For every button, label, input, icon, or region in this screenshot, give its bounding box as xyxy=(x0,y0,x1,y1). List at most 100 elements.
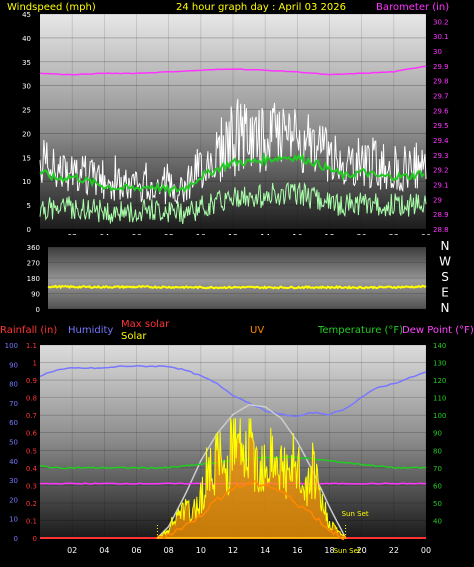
humidity-tick-label: 20 xyxy=(9,496,18,504)
windspeed-series xyxy=(39,181,427,225)
direction-tick-label: 90 xyxy=(31,291,40,299)
sun-set-tick-label: Sun Set xyxy=(334,547,361,555)
barometer-tick-label: 29.9 xyxy=(433,63,449,71)
direction-tick-label: 0 xyxy=(36,306,40,314)
rain-tick-label: 0.3 xyxy=(26,482,37,490)
direction-tick-label: 270 xyxy=(27,260,40,268)
wind-axis-label: Windspeed (mph) xyxy=(7,2,96,13)
legend-temperature: Temperature (°F) xyxy=(317,325,403,336)
climate-x-tick-label: 20 xyxy=(357,546,367,555)
temperature-tick-label: 130 xyxy=(433,360,446,368)
barometer-axis-label: Barometer (in) xyxy=(376,2,449,13)
humidity-tick-label: 70 xyxy=(9,400,18,408)
rain-tick-label: 0.4 xyxy=(26,465,38,473)
barometer-tick-label: 29.1 xyxy=(433,182,449,190)
climate-x-tick-label: 14 xyxy=(260,546,270,555)
legend-uv: UV xyxy=(250,325,264,336)
humidity-series xyxy=(39,364,427,418)
uv-series xyxy=(157,480,347,541)
climate-x-tick-label: 02 xyxy=(67,546,77,555)
wind-tick-label: 0 xyxy=(27,226,31,234)
barometer-tick-label: 30.2 xyxy=(433,18,449,26)
gust-series xyxy=(39,98,427,205)
rain-tick-label: 0.7 xyxy=(26,412,37,420)
barometer-tick-label: 29.7 xyxy=(433,93,449,101)
barometer-tick-label: 29.2 xyxy=(433,167,449,175)
wind-tick-label: 15 xyxy=(22,154,31,162)
wind-tick-label: 45 xyxy=(22,11,31,19)
wind-tick-label: 10 xyxy=(22,178,31,186)
humidity-tick-label: 30 xyxy=(9,477,18,485)
climate-x-tick-label: 08 xyxy=(164,546,174,555)
temperature-tick-label: 90 xyxy=(433,430,442,438)
barometer-tick-label: 29.3 xyxy=(433,152,449,160)
temperature-tick-label: 40 xyxy=(433,517,442,525)
climate-x-tick-label: 12 xyxy=(228,546,238,555)
barometer-tick-label: 29 xyxy=(433,196,442,204)
sun-set-label: Sun Set xyxy=(342,510,369,518)
climate-x-tick-label: 04 xyxy=(99,546,109,555)
compass-label: S xyxy=(441,270,449,284)
direction-tick-label: 360 xyxy=(27,244,40,252)
barometer-tick-label: 30 xyxy=(433,48,442,56)
wind-direction-series xyxy=(47,284,427,290)
barometer-tick-label: 28.9 xyxy=(433,211,449,219)
graph-title: 24 hour graph day : April 03 2026 xyxy=(176,2,346,13)
solar-area xyxy=(155,418,347,539)
rain-tick-label: 1 xyxy=(33,360,37,368)
humidity-tick-label: 50 xyxy=(9,439,18,447)
temperature-tick-label: 120 xyxy=(433,377,446,385)
rain-tick-label: 0.5 xyxy=(26,447,37,455)
rain-tick-label: 0.1 xyxy=(26,517,37,525)
humidity-tick-label: 100 xyxy=(5,342,18,350)
temperature-tick-label: 140 xyxy=(433,342,446,350)
barometer-tick-label: 30.1 xyxy=(433,33,449,41)
climate-x-tick-label: 22 xyxy=(389,546,399,555)
climate-x-tick-label: 00 xyxy=(421,546,431,555)
rain-tick-label: 0.8 xyxy=(26,395,37,403)
direction-tick-label: 180 xyxy=(27,275,40,283)
legend-dew-point: Dew Point (°F) xyxy=(402,325,474,336)
climate-x-tick-label: 10 xyxy=(196,546,206,555)
rain-tick-label: 0 xyxy=(33,535,37,543)
temperature-tick-label: 60 xyxy=(433,482,442,490)
compass-label: N xyxy=(441,239,450,253)
barometer-series xyxy=(39,65,427,76)
plot-area-direction xyxy=(48,247,426,309)
humidity-tick-label: 90 xyxy=(9,361,18,369)
wind-average-series xyxy=(39,152,425,197)
humidity-tick-label: 40 xyxy=(9,458,18,466)
compass-label: W xyxy=(439,255,451,269)
humidity-tick-label: 10 xyxy=(9,516,18,524)
climate-x-tick-label: 06 xyxy=(131,546,141,555)
compass-label: E xyxy=(441,286,449,300)
legend-max-solar: Max solar xyxy=(121,319,170,330)
rain-tick-label: 0.9 xyxy=(26,377,37,385)
barometer-tick-label: 29.4 xyxy=(433,137,449,145)
temperature-tick-label: 110 xyxy=(433,395,446,403)
temperature-tick-label: 70 xyxy=(433,465,442,473)
climate-x-tick-label: 18 xyxy=(324,546,334,555)
legend-solar: Solar xyxy=(121,331,147,342)
climate-x-tick-label: 16 xyxy=(292,546,302,555)
wind-tick-label: 25 xyxy=(22,107,31,115)
humidity-tick-label: 80 xyxy=(9,381,18,389)
rain-tick-label: 0.2 xyxy=(26,500,37,508)
barometer-tick-label: 29.6 xyxy=(433,107,449,115)
wind-tick-label: 20 xyxy=(22,130,31,138)
temperature-tick-label: 100 xyxy=(433,412,446,420)
rain-tick-label: 0.6 xyxy=(26,430,38,438)
temperature-tick-label: 80 xyxy=(433,447,442,455)
wind-tick-label: 5 xyxy=(27,202,31,210)
legend-humidity: Humidity xyxy=(68,325,113,336)
wind-tick-label: 35 xyxy=(22,59,31,67)
temperature-tick-label: 50 xyxy=(433,500,442,508)
humidity-tick-label: 0 xyxy=(14,535,18,543)
rain-tick-label: 1.1 xyxy=(26,342,37,350)
wind-tick-label: 30 xyxy=(22,83,31,91)
humidity-tick-label: 60 xyxy=(9,419,18,427)
barometer-tick-label: 29.5 xyxy=(433,122,449,130)
compass-label: N xyxy=(441,301,450,315)
wind-tick-label: 40 xyxy=(22,35,31,43)
